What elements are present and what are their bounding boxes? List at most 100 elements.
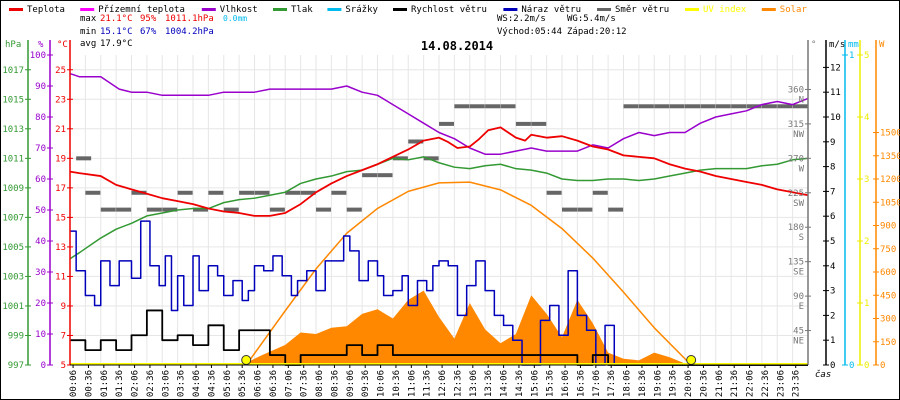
stats-min-press: 1004.2hPa	[165, 27, 214, 37]
uv-tick-label: 1	[864, 299, 869, 309]
ms-tick-label: 3	[830, 287, 835, 297]
hpa-axis-label: hPa	[5, 40, 21, 50]
x-tick-label: 18:36	[638, 370, 648, 397]
pct-tick-label: 10	[35, 330, 46, 340]
legend-label: Směr větru	[615, 5, 669, 15]
wind-direction-mark	[269, 207, 285, 212]
pct-tick-label: 100	[30, 51, 46, 61]
legend-label: Vlhkost	[220, 5, 258, 15]
dir-tick-label-compass: SW	[793, 199, 804, 209]
legend-swatch	[503, 8, 518, 11]
stats-max-label: max	[80, 14, 97, 24]
x-tick-label: 01:06	[100, 370, 110, 397]
wind-direction-mark	[331, 190, 347, 195]
x-tick-label: 15:36	[546, 370, 556, 397]
w-tick-label: 1050	[880, 198, 900, 208]
wind-direction-mark	[654, 104, 670, 109]
legend-swatch	[393, 8, 407, 11]
wind-direction-mark	[76, 156, 92, 161]
wind-direction-mark	[146, 207, 162, 212]
wind-direction-mark	[592, 190, 608, 195]
hpa-tick-label: 999	[8, 331, 24, 341]
x-tick-label: 02:06	[131, 370, 141, 397]
wind-direction-mark	[300, 190, 316, 195]
dir-tick-label: 270	[788, 154, 804, 164]
x-tick-label: 07:36	[300, 370, 310, 397]
wind-direction-mark	[562, 207, 577, 212]
legend-item: Vlhkost	[201, 5, 258, 15]
stats-max-hum: 95%	[140, 14, 157, 24]
x-tick-label: 12:36	[453, 370, 463, 397]
chart-title: 14.08.2014	[421, 39, 493, 53]
x-tick-label: 00:06	[69, 370, 79, 397]
wind-direction-mark	[777, 104, 793, 109]
w-tick-label: 1200	[880, 175, 900, 185]
series-wind-speed	[70, 309, 808, 366]
x-tick-label: 02:36	[146, 370, 156, 397]
x-tick-label: 03:36	[177, 370, 187, 397]
hpa-tick-label: 1005	[2, 243, 24, 253]
w-tick-label: 300	[880, 315, 896, 325]
stats-ws: WS:2.2m/s	[497, 14, 546, 24]
w-tick-label: 1350	[880, 152, 900, 162]
w-tick-label: 600	[880, 268, 896, 278]
wind-direction-mark	[285, 190, 301, 195]
ms-tick-label: 6	[830, 212, 835, 222]
legend-item: Rychlost větru	[393, 5, 487, 15]
ms-tick-label: 10	[830, 113, 841, 123]
wind-direction-mark	[408, 139, 424, 144]
series-temperature	[69, 126, 809, 217]
w-tick-label: 0	[880, 361, 885, 371]
legend-item: Tlak	[273, 5, 313, 15]
x-tick-label: 10:36	[392, 370, 402, 397]
uv-tick-label: 4	[864, 113, 869, 123]
pct-axis-label: %	[38, 40, 44, 50]
wind-direction-mark	[454, 104, 470, 109]
dir-tick-label: 315	[788, 120, 804, 130]
dir-tick-label: 90	[793, 292, 804, 302]
solar-area	[70, 290, 808, 365]
stats-min-hum: 67%	[140, 27, 157, 37]
wind-direction-mark	[346, 207, 362, 212]
x-tick-label: 04:06	[192, 370, 202, 397]
wind-direction-mark	[316, 207, 331, 212]
legend: Teplota Přízemní teplota Vlhkost Tlak Srážky…	[9, 5, 807, 15]
temp-tick-label: 23	[55, 95, 66, 105]
legend-label: Náraz větru	[521, 5, 581, 15]
pct-tick-label: 50	[35, 206, 46, 216]
ms-tick-label: 5	[830, 237, 835, 247]
ms-tick-label: 8	[830, 163, 835, 173]
x-tick-label: 11:06	[407, 370, 417, 397]
axes-layer: 9979991001100310051007100910111013101510…	[2, 40, 900, 397]
wind-direction-mark	[439, 121, 454, 126]
stats-panel: max 21.1°C 95% 1011.1hPa 0.0mm min 15.1°…	[80, 14, 627, 49]
ms-tick-label: 9	[830, 138, 835, 148]
dir-tick-label-compass: NW	[793, 130, 804, 140]
legend-item: Směr větru	[597, 5, 669, 15]
x-tick-label: 01:36	[115, 370, 125, 397]
series-pressure	[69, 156, 809, 260]
wind-direction-mark	[608, 207, 624, 212]
wind-direction-mark	[792, 104, 808, 109]
temp-tick-label: 7	[61, 331, 66, 341]
sunset-marker	[686, 355, 697, 365]
ms-axis-label: m/s	[829, 40, 845, 50]
legend-item: Srážky	[327, 5, 378, 15]
dir-tick-label-compass: SE	[793, 268, 804, 278]
dir-axis-label: °	[811, 40, 816, 50]
x-tick-label: 10:06	[377, 370, 387, 397]
x-tick-label: 20:36	[699, 370, 709, 397]
legend-label: Rychlost větru	[411, 5, 487, 15]
stats-min-label: min	[80, 27, 96, 37]
wind-direction-mark	[254, 190, 270, 195]
x-tick-label: 04:36	[207, 370, 217, 397]
wind-direction-mark	[577, 207, 593, 212]
hpa-tick-label: 1015	[2, 95, 24, 105]
wind-direction-mark	[746, 104, 762, 109]
pct-tick-label: 30	[35, 268, 46, 278]
x-tick-label: 08:36	[330, 370, 340, 397]
x-tick-label: 20:06	[684, 370, 694, 397]
stats-sunset: Západ:20:12	[567, 27, 627, 37]
stats-wg: WG:5.4m/s	[567, 14, 616, 24]
